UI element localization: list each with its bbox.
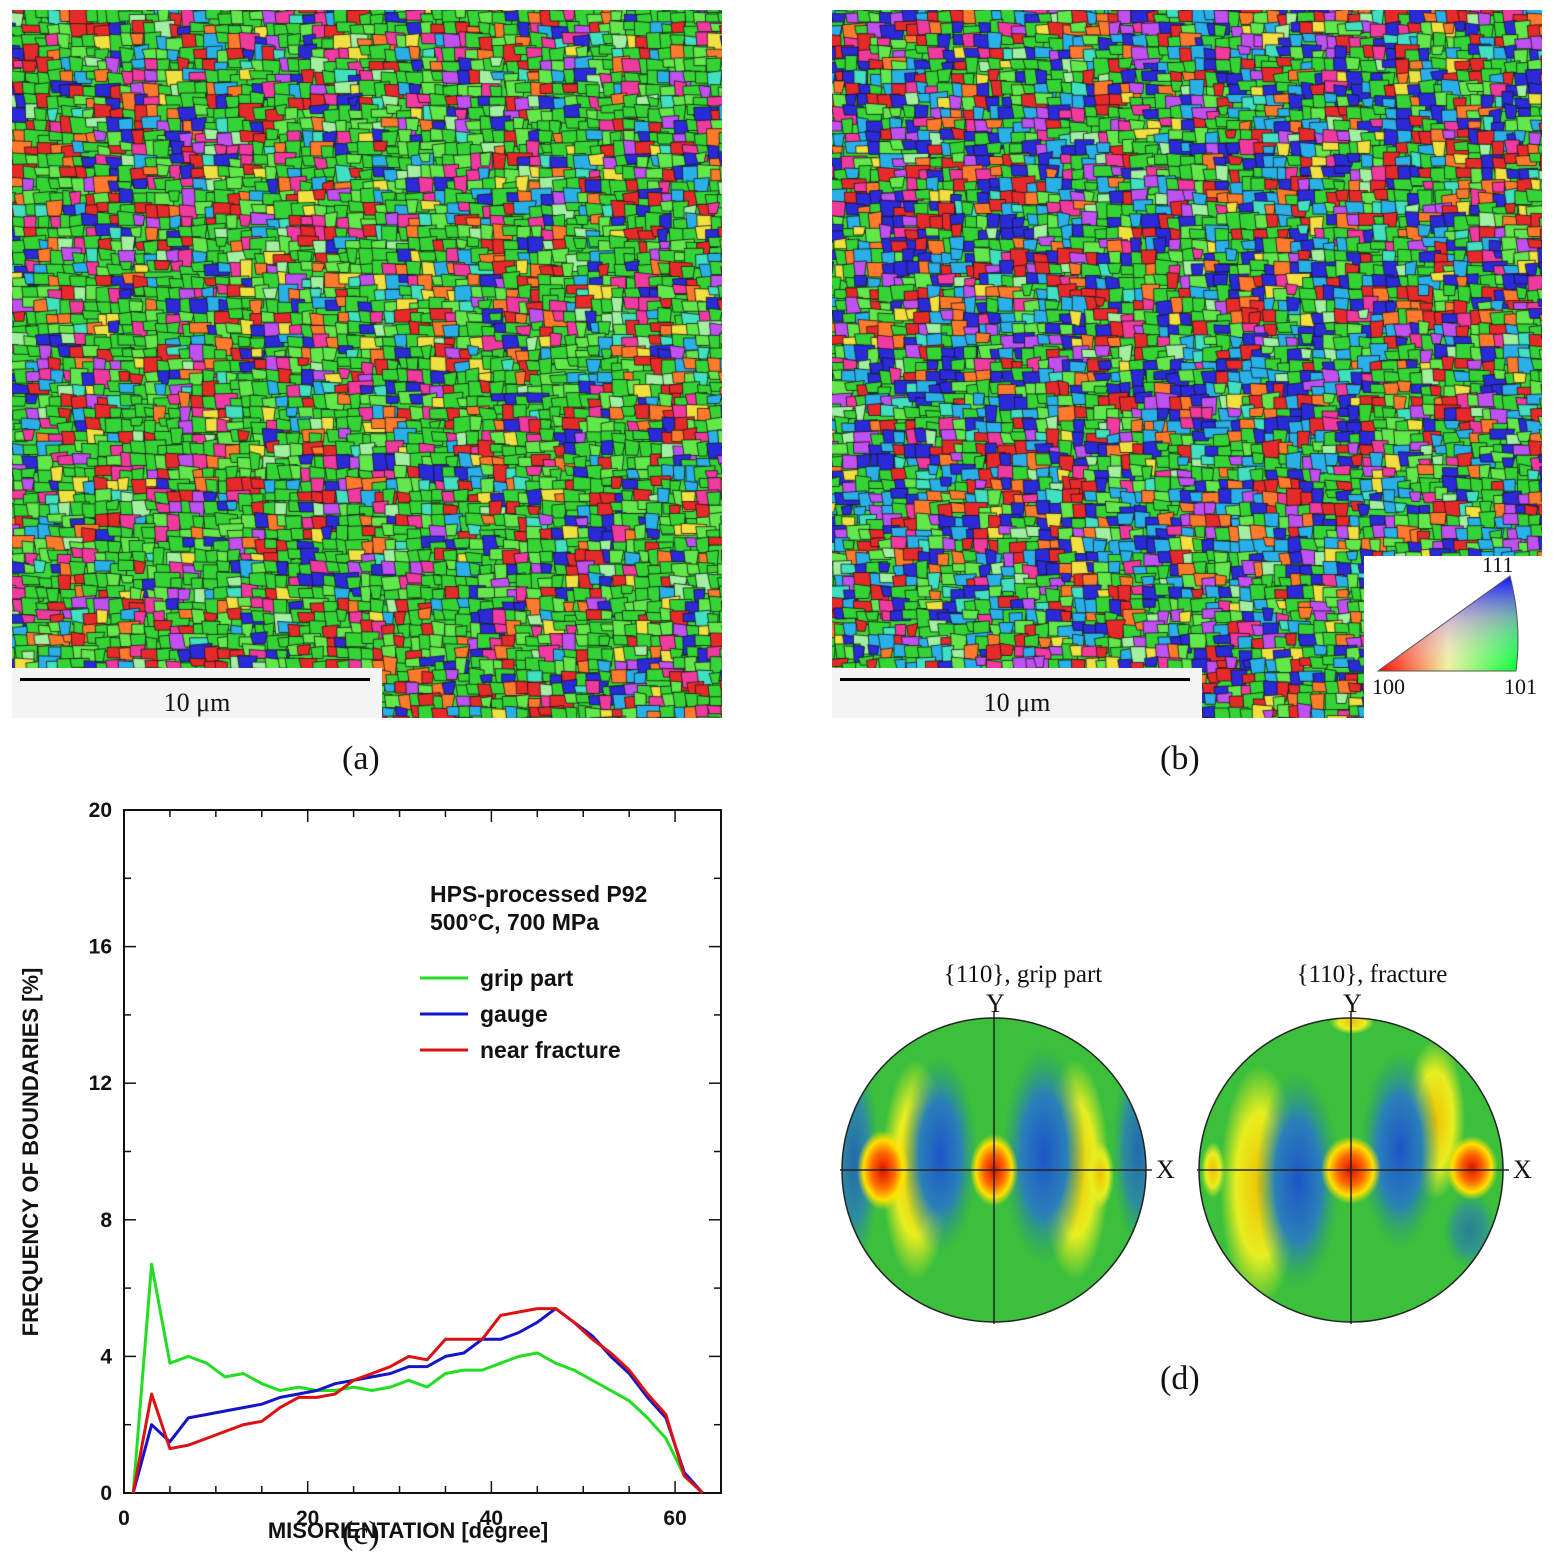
pole-figure-grip: {110}, grip part X Y — [840, 961, 1175, 1324]
x-tick-label: 40 — [480, 1507, 503, 1530]
scale-bar-line — [20, 678, 370, 681]
scale-bar-b: 10 μm — [832, 668, 1202, 718]
scale-bar-a: 10 μm — [12, 668, 382, 718]
ipf-color-key: 111 100 101 — [1364, 552, 1542, 718]
y-tick-label: 0 — [100, 1482, 112, 1505]
legend-label-gauge: gauge — [480, 1001, 548, 1027]
y-tick-label: 16 — [89, 936, 112, 959]
scale-bar-label: 10 μm — [983, 688, 1051, 717]
series-lines — [131, 1262, 704, 1495]
x-tick-label: 0 — [118, 1507, 130, 1530]
panel-label-a: (a) — [342, 740, 380, 777]
axis-ticks: 0 20 40 60 0 4 8 12 16 20 — [89, 799, 722, 1530]
pole-axis-y: Y — [1343, 989, 1362, 1018]
ebsd-map-grip: 10 μm — [12, 10, 722, 718]
y-tick-label: 8 — [100, 1209, 112, 1232]
x-tick-label: 20 — [296, 1507, 319, 1530]
ipf-label-101: 101 — [1504, 674, 1537, 699]
annotation-line-1: HPS-processed P92 — [430, 881, 647, 907]
pole-figure-fracture: {110}, fracture X Y — [1197, 961, 1532, 1324]
pole-axis-x: X — [1513, 1155, 1532, 1184]
pole-figures: {110}, grip part X Y {110}, fracture — [840, 961, 1532, 1324]
ipf-label-111: 111 — [1482, 552, 1514, 577]
series-line-grip-part — [131, 1262, 704, 1495]
series-line-gauge — [131, 1307, 704, 1494]
orientation-map-a — [12, 10, 722, 718]
y-tick-label: 4 — [100, 1345, 112, 1368]
legend: grip part gauge near fracture — [420, 965, 621, 1063]
y-axis-title: FREQUENCY OF BOUNDARIES [%] — [18, 968, 43, 1337]
y-tick-label: 20 — [89, 799, 112, 822]
scale-bar-label: 10 μm — [163, 688, 231, 717]
pole-axis-x: X — [1156, 1155, 1175, 1184]
y-tick-label: 12 — [89, 1072, 112, 1095]
ipf-triangle — [1376, 575, 1519, 672]
scale-bar-line — [840, 678, 1190, 681]
ipf-label-100: 100 — [1372, 674, 1405, 699]
series-line-near-fracture — [131, 1307, 704, 1495]
pole-figure-title-fracture: {110}, fracture — [1297, 961, 1448, 988]
panel-label-d: (d) — [1160, 1360, 1200, 1397]
plot-frame — [123, 809, 722, 1494]
x-axis-title: MISORIENTATION [degree] — [268, 1518, 548, 1543]
pole-figure-title-grip: {110}, grip part — [944, 961, 1103, 988]
legend-label-grip: grip part — [480, 965, 574, 991]
x-tick-label: 60 — [663, 1507, 686, 1530]
ebsd-map-fracture: 10 μm 111 100 101 — [832, 10, 1542, 718]
annotation-line-2: 500°C, 700 MPa — [430, 909, 599, 935]
panel-label-b: (b) — [1160, 740, 1200, 777]
misorientation-chart: 0 20 40 60 0 4 8 12 16 20 MISORIENTATION [degree]… — [18, 799, 722, 1543]
legend-label-fracture: near fracture — [480, 1037, 621, 1063]
panel-label-c: (c) — [342, 1515, 380, 1552]
pole-axis-y: Y — [986, 989, 1005, 1018]
